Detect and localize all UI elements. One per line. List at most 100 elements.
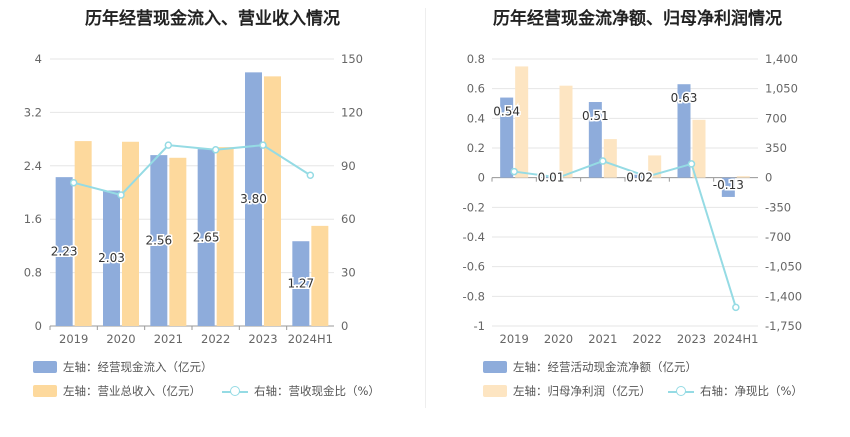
bar-data-label: 2.03 bbox=[98, 251, 125, 265]
legend-item-net-cashflow[interactable]: 左轴：经营活动现金流净额（亿元） bbox=[483, 359, 697, 375]
legend-label: 左轴：归母净利润（亿元） bbox=[513, 384, 651, 398]
ratio-point bbox=[732, 303, 740, 312]
ratio-point bbox=[211, 146, 220, 154]
right-axis-tick-label: 350 bbox=[765, 141, 787, 155]
legend-item-net-cash-ratio[interactable]: 右轴：净现比（%） bbox=[668, 383, 803, 399]
cash-inflow-revenue-chart: 0 0 0.8 30 1.6 60 2.4 90 3.2 120 4 150 2019 2020 2021 2… bbox=[24, 52, 363, 346]
bar-data-label: 0.02 bbox=[626, 171, 653, 185]
bar-revenue bbox=[169, 157, 187, 326]
legend-swatch bbox=[483, 385, 507, 397]
bar-net-cashflow bbox=[721, 177, 735, 197]
bar-net-cashflow bbox=[588, 102, 602, 178]
bar-data-label: 1.27 bbox=[287, 277, 314, 291]
x-axis-tick-label: 2019 bbox=[500, 332, 529, 346]
ratio-point bbox=[687, 160, 696, 168]
right-axis-tick-label: 90 bbox=[341, 159, 356, 173]
ratio-line bbox=[73, 144, 311, 197]
bar-cash-inflow bbox=[103, 190, 120, 326]
left-axis-tick-label: -0.8 bbox=[463, 289, 485, 303]
ratio-point bbox=[164, 141, 173, 149]
right-axis-tick-label: 0 bbox=[341, 319, 348, 333]
x-axis-tick-label: 2020 bbox=[544, 332, 573, 346]
left-axis-tick-label: 3.2 bbox=[24, 105, 42, 119]
left-axis-tick-label: 0.4 bbox=[467, 111, 485, 125]
legend-label: 右轴：净现比（%） bbox=[700, 384, 803, 398]
bar-cash-inflow bbox=[292, 241, 310, 326]
bar-net-profit bbox=[515, 66, 529, 178]
left-axis-tick-label: 0.8 bbox=[467, 52, 485, 66]
bar-data-label: 0.51 bbox=[582, 109, 609, 123]
right-axis-tick-label: -1,050 bbox=[765, 260, 802, 274]
legend-label: 左轴：营业总收入（亿元） bbox=[63, 384, 201, 398]
ratio-point bbox=[117, 191, 125, 199]
right-axis-tick-label: 30 bbox=[341, 266, 356, 280]
left-axis-tick-label: 2.4 bbox=[24, 159, 42, 173]
ratio-point bbox=[69, 178, 78, 187]
ratio-point bbox=[306, 171, 315, 179]
right-axis-tick-label: 60 bbox=[341, 212, 356, 226]
legend-label: 左轴：经营现金流入（亿元） bbox=[63, 360, 213, 374]
x-axis-tick-label: 2024H1 bbox=[288, 332, 333, 346]
legend-item-cash-inflow[interactable]: 左轴：经营现金流入（亿元） bbox=[33, 359, 213, 375]
bar-data-label: 2.56 bbox=[145, 234, 172, 248]
left-axis-tick-label: 4 bbox=[35, 52, 42, 66]
legend-item-revenue[interactable]: 左轴：营业总收入（亿元） bbox=[33, 383, 201, 399]
bar-net-profit bbox=[692, 119, 706, 178]
legend-item-net-profit[interactable]: 左轴：归母净利润（亿元） bbox=[483, 383, 651, 399]
panel-divider bbox=[425, 8, 426, 408]
ratio-point bbox=[554, 173, 563, 182]
bar-data-label: 3.80 bbox=[240, 192, 267, 206]
bar-cash-inflow bbox=[55, 177, 73, 326]
right-axis-tick-label: 150 bbox=[341, 52, 363, 66]
legend-label: 右轴：营收现金比（%） bbox=[254, 384, 380, 398]
chart-title-right: 历年经营现金流净额、归母净利润情况 bbox=[493, 9, 782, 29]
bar-data-label: -0.13 bbox=[713, 178, 744, 192]
left-axis-tick-label: -0.2 bbox=[463, 200, 485, 214]
right-axis-tick-label: -1,400 bbox=[765, 289, 802, 303]
ratio-point bbox=[510, 167, 518, 176]
bar-cash-inflow bbox=[245, 72, 262, 326]
bar-net-cashflow bbox=[633, 174, 647, 178]
left-axis-tick-label: 0 bbox=[35, 319, 42, 333]
bar-revenue bbox=[311, 225, 329, 326]
legend-label: 左轴：经营活动现金流净额（亿元） bbox=[513, 360, 697, 374]
x-axis-tick-label: 2022 bbox=[633, 332, 662, 346]
right-axis-tick-label: -350 bbox=[765, 200, 791, 214]
right-axis-tick-label: 1,050 bbox=[765, 82, 798, 96]
right-axis-tick-label: -700 bbox=[765, 230, 791, 244]
ratio-point bbox=[259, 141, 267, 149]
bar-revenue bbox=[264, 76, 281, 326]
left-axis-tick-label: 0 bbox=[478, 171, 485, 185]
left-axis-tick-label: -1 bbox=[474, 319, 485, 333]
net-cashflow-profit-chart: -1 -1,750 -0.8 -1,400 -0.6 -1,050 -0.4 -700 -0.2… bbox=[463, 52, 803, 346]
bar-cash-inflow bbox=[197, 149, 215, 326]
x-axis-tick-label: 2023 bbox=[248, 332, 277, 346]
legend-item-cash-ratio[interactable]: 右轴：营收现金比（%） bbox=[222, 383, 380, 399]
bar-data-label: 0.54 bbox=[493, 105, 520, 119]
bar-data-label: 0.63 bbox=[671, 91, 698, 105]
legend-line-swatch bbox=[222, 385, 248, 397]
bar-net-cashflow bbox=[677, 84, 691, 178]
bar-data-label: 0.01 bbox=[538, 171, 565, 185]
x-axis-tick-label: 2023 bbox=[677, 332, 706, 346]
left-axis-tick-label: 0.2 bbox=[467, 141, 485, 155]
bar-net-cashflow bbox=[500, 97, 514, 178]
legend-line-swatch bbox=[668, 385, 694, 397]
legend-swatch bbox=[33, 361, 57, 373]
left-axis-tick-label: 0.6 bbox=[467, 82, 485, 96]
right-axis-tick-label: -1,750 bbox=[765, 319, 802, 333]
bar-cash-inflow bbox=[150, 155, 168, 326]
right-axis-tick-label: 1,400 bbox=[765, 52, 798, 66]
x-axis-tick-label: 2022 bbox=[201, 332, 230, 346]
bar-net-profit bbox=[559, 85, 573, 178]
bar-net-profit bbox=[648, 155, 662, 178]
legend-swatch bbox=[33, 385, 57, 397]
ratio-point bbox=[643, 172, 651, 181]
x-axis-tick-label: 2024H1 bbox=[713, 332, 758, 346]
bar-revenue bbox=[216, 147, 234, 326]
bar-data-label: 2.65 bbox=[193, 231, 220, 245]
bar-net-profit bbox=[603, 139, 617, 178]
left-axis-tick-label: 0.8 bbox=[24, 266, 42, 280]
x-axis-tick-label: 2019 bbox=[59, 332, 88, 346]
